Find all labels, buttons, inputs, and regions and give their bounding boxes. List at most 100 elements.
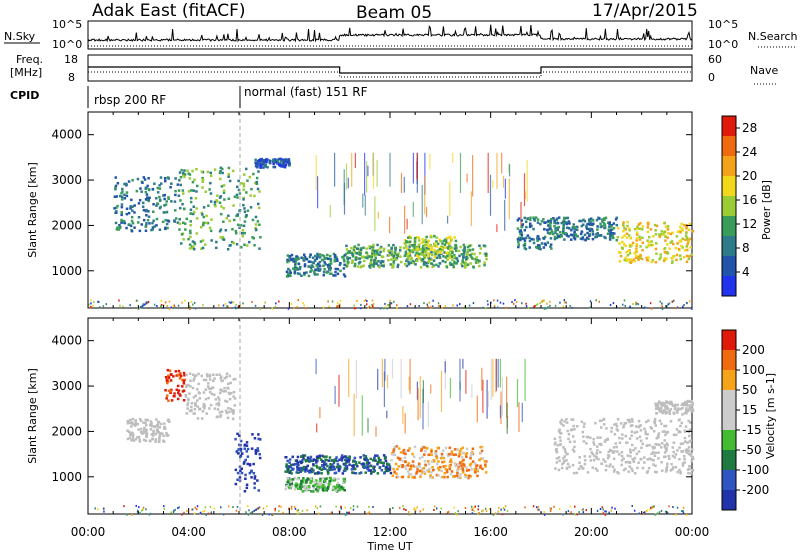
data-cell bbox=[645, 437, 648, 440]
data-cell bbox=[679, 472, 682, 475]
data-cell bbox=[188, 243, 192, 246]
data-cell bbox=[155, 197, 158, 200]
data-cell bbox=[342, 477, 346, 481]
data-cell bbox=[208, 188, 211, 191]
data-cell bbox=[438, 250, 442, 253]
data-cell bbox=[158, 438, 161, 441]
nave-line bbox=[88, 71, 692, 78]
data-cell bbox=[296, 465, 299, 469]
data-cell bbox=[170, 373, 173, 376]
data-cell bbox=[343, 455, 347, 458]
data-cell bbox=[232, 391, 236, 394]
noise-point bbox=[471, 512, 474, 515]
data-cell bbox=[310, 264, 314, 267]
noise-point bbox=[631, 307, 634, 309]
data-cell bbox=[321, 460, 324, 463]
data-cell bbox=[691, 456, 695, 459]
data-cell bbox=[397, 447, 401, 450]
data-cell bbox=[624, 228, 627, 231]
data-cell bbox=[648, 235, 651, 239]
data-cell bbox=[244, 473, 247, 477]
data-cell bbox=[350, 251, 353, 255]
data-cell bbox=[614, 442, 617, 445]
data-cell bbox=[215, 240, 218, 244]
data-cell bbox=[328, 262, 331, 266]
data-cell bbox=[322, 467, 325, 471]
data-cell bbox=[158, 434, 162, 437]
data-cell bbox=[681, 450, 684, 453]
data-cell bbox=[686, 468, 690, 471]
data-cell bbox=[604, 236, 607, 240]
data-cell bbox=[631, 469, 634, 473]
data-cell bbox=[365, 251, 368, 254]
colorbar-segment bbox=[722, 276, 736, 296]
data-cell bbox=[441, 242, 444, 245]
noise-point bbox=[643, 307, 645, 310]
data-cell bbox=[621, 247, 624, 250]
data-cell bbox=[543, 235, 547, 239]
data-cell bbox=[581, 467, 585, 470]
data-cell bbox=[438, 238, 441, 241]
data-cell bbox=[164, 227, 167, 231]
data-cell bbox=[306, 464, 309, 468]
data-cell bbox=[566, 462, 570, 466]
data-cell bbox=[619, 251, 622, 254]
noise-point bbox=[405, 509, 407, 511]
data-cell bbox=[218, 196, 222, 199]
data-cell bbox=[407, 462, 410, 465]
data-cell bbox=[222, 207, 225, 210]
data-cell bbox=[622, 426, 625, 429]
data-cell bbox=[260, 163, 264, 167]
data-cell bbox=[179, 176, 183, 179]
data-cell bbox=[376, 243, 379, 247]
data-cell bbox=[449, 261, 452, 265]
noise-point bbox=[667, 512, 669, 515]
data-cell bbox=[563, 448, 566, 451]
data-cell bbox=[448, 249, 452, 253]
data-cell bbox=[351, 253, 354, 256]
data-cell bbox=[643, 427, 646, 431]
data-cell bbox=[240, 224, 243, 227]
data-cell bbox=[449, 236, 452, 239]
data-cell bbox=[120, 203, 124, 206]
noise-right-label: N.Search bbox=[748, 30, 798, 43]
data-cell bbox=[417, 254, 421, 257]
data-cell bbox=[325, 477, 329, 480]
data-cell bbox=[343, 263, 346, 267]
data-cell bbox=[320, 468, 323, 472]
data-cell bbox=[659, 253, 662, 256]
scatter-streak bbox=[470, 191, 472, 227]
data-cell bbox=[663, 257, 667, 260]
data-cell bbox=[453, 448, 457, 451]
data-cell bbox=[484, 463, 487, 466]
noise-point bbox=[436, 507, 438, 510]
noise-point bbox=[686, 302, 688, 304]
data-cell bbox=[437, 265, 440, 268]
data-cell bbox=[625, 236, 629, 239]
data-cell bbox=[618, 441, 622, 444]
data-cell bbox=[282, 163, 286, 166]
noise-point bbox=[262, 507, 265, 510]
data-cell bbox=[403, 254, 407, 258]
data-cell bbox=[131, 179, 134, 182]
data-cell bbox=[344, 462, 348, 465]
data-cell bbox=[256, 220, 260, 223]
data-cell bbox=[667, 232, 670, 235]
data-cell bbox=[625, 259, 628, 262]
data-cell bbox=[675, 235, 679, 238]
data-cell bbox=[312, 487, 316, 490]
data-cell bbox=[161, 220, 165, 224]
data-cell bbox=[437, 253, 440, 257]
data-cell bbox=[337, 469, 341, 473]
scatter-streak bbox=[429, 153, 431, 170]
noise-point bbox=[174, 508, 176, 511]
scatter-streak bbox=[509, 164, 511, 177]
data-cell bbox=[461, 451, 465, 454]
data-cell bbox=[314, 459, 317, 462]
data-cell bbox=[666, 407, 670, 410]
data-cell bbox=[425, 240, 428, 244]
data-cell bbox=[404, 262, 407, 266]
data-cell bbox=[151, 437, 154, 440]
noise-point bbox=[296, 512, 299, 515]
data-cell bbox=[641, 249, 644, 252]
